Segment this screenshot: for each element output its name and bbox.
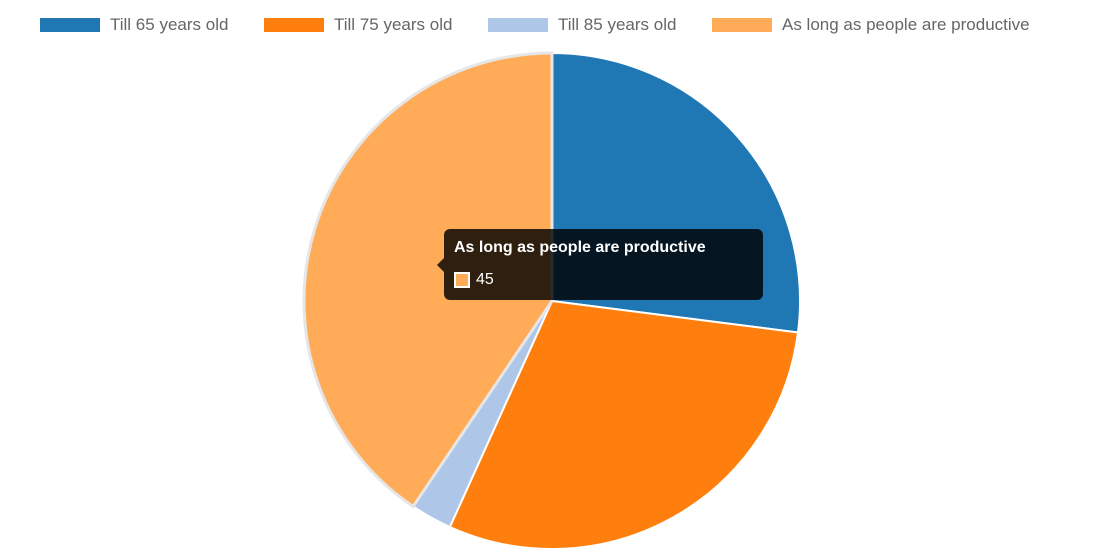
legend-label: Till 85 years old [558, 15, 677, 34]
legend-label: Till 75 years old [334, 15, 453, 34]
legend-color-box [488, 18, 548, 32]
tooltip: As long as people are productive 45 [437, 229, 763, 300]
tooltip-title: As long as people are productive [454, 239, 706, 256]
legend-color-box [264, 18, 324, 32]
legend-color-box [40, 18, 100, 32]
legend-item-4[interactable]: As long as people are productive [712, 14, 1030, 36]
tooltip-value: 45 [476, 271, 494, 288]
legend-label: Till 65 years old [110, 15, 229, 34]
legend-label: As long as people are productive [782, 15, 1030, 34]
legend-item-2[interactable]: Till 75 years old [264, 14, 452, 36]
legend-color-box [712, 18, 772, 32]
pie-slice-4[interactable] [302, 51, 554, 509]
legend-item-1[interactable]: Till 65 years old [40, 14, 228, 36]
tooltip-color-swatch [454, 272, 470, 288]
pie-slice-2[interactable] [448, 299, 800, 550]
legend-item-3[interactable]: Till 85 years old [488, 14, 676, 36]
